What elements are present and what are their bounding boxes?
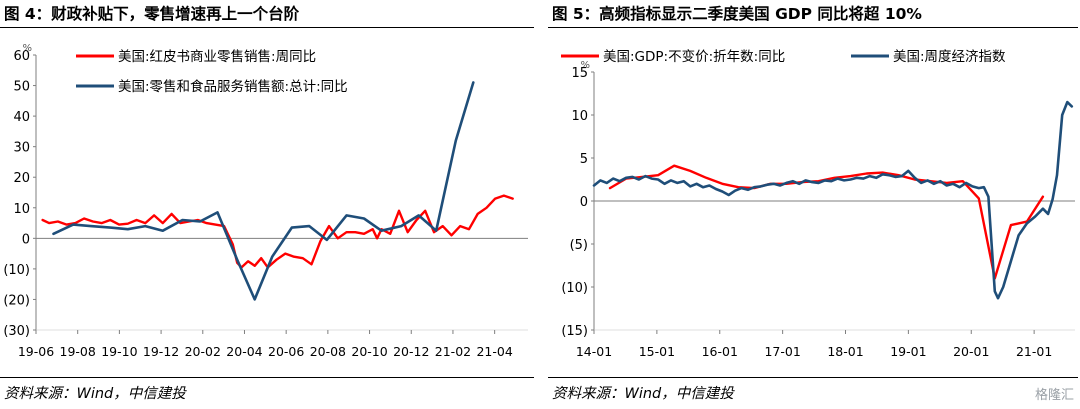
x-tick-label: 18-01 bbox=[827, 344, 863, 359]
left-panel-title: 图 4：财政补贴下，零售增速再上一个台阶 bbox=[4, 5, 300, 23]
right-title-rule bbox=[548, 27, 1078, 28]
x-tick-label: 16-01 bbox=[702, 344, 738, 359]
x-tick-label: 14-01 bbox=[576, 344, 612, 359]
x-tick-label: 20-12 bbox=[393, 344, 429, 359]
y-tick-label: 10 bbox=[571, 109, 588, 124]
left-title-rule bbox=[0, 27, 534, 28]
y-tick-label: 30 bbox=[13, 141, 30, 156]
right-source-rule bbox=[548, 377, 1078, 378]
x-tick-label: 21-02 bbox=[435, 344, 471, 359]
y-tick-label: (30) bbox=[3, 324, 30, 339]
y-tick-label: 10 bbox=[13, 202, 30, 217]
x-tick-label: 21-01 bbox=[1016, 344, 1052, 359]
x-tick-label: 20-10 bbox=[351, 344, 387, 359]
series-line-2 bbox=[52, 81, 475, 301]
legend-label-1: 美国:GDP:不变价:折年数:同比 bbox=[603, 49, 785, 65]
legend-label-1: 美国:红皮书商业零售销售:周同比 bbox=[118, 49, 316, 65]
y-tick-label: 40 bbox=[13, 110, 30, 125]
y-tick-label: (10) bbox=[3, 263, 30, 278]
x-tick-label: 19-06 bbox=[18, 344, 54, 359]
right-panel-title: 图 5：高频指标显示二季度美国 GDP 同比将超 10% bbox=[552, 5, 922, 23]
y-tick-label: (15) bbox=[561, 324, 588, 339]
y-tick-label: (20) bbox=[3, 293, 30, 308]
y-unit-label: % bbox=[580, 60, 590, 71]
y-tick-label: 60 bbox=[13, 49, 30, 64]
x-tick-label: 15-01 bbox=[639, 344, 675, 359]
x-tick-label: 20-04 bbox=[226, 344, 262, 359]
x-tick-label: 19-01 bbox=[890, 344, 926, 359]
y-tick-label: (5) bbox=[570, 238, 588, 253]
y-tick-label: 5 bbox=[580, 152, 588, 167]
legend-label-2: 美国:周度经济指数 bbox=[893, 49, 1006, 65]
y-tick-label: 50 bbox=[13, 80, 30, 95]
left-source-rule bbox=[0, 377, 534, 378]
left-chart: %60 50 40 30 20 10 0 (10) (20) (30) 19-06 19-08 19-1… bbox=[3, 43, 528, 359]
left-panel: 图 4：财政补贴下，零售增速再上一个台阶 % 60 50 40 30 20 10 0 (10) (… bbox=[0, 5, 534, 402]
x-tick-label: 17-01 bbox=[764, 344, 800, 359]
x-tick-label: 20-06 bbox=[268, 344, 304, 359]
x-tick-label: 20-01 bbox=[953, 344, 989, 359]
left-panel-source: 资料来源：Wind，中信建投 bbox=[4, 386, 186, 402]
x-tick-label: 19-08 bbox=[60, 344, 96, 359]
series-line-2 bbox=[592, 100, 1074, 300]
y-tick-label: (10) bbox=[561, 281, 588, 296]
x-tick-label: 20-08 bbox=[310, 344, 346, 359]
y-unit-label: % bbox=[22, 43, 32, 54]
x-tick-label: 19-10 bbox=[101, 344, 137, 359]
right-panel: 图 5：高频指标显示二季度美国 GDP 同比将超 10% % 15 10 5 0 (5) (… bbox=[548, 0, 1080, 409]
y-tick-label: 20 bbox=[13, 171, 30, 186]
x-tick-label: 19-12 bbox=[143, 344, 179, 359]
right-panel-source: 资料来源：Wind，中信建投 bbox=[552, 386, 734, 402]
x-tick-label: 20-02 bbox=[185, 344, 221, 359]
right-chart: %15 10 5 0 (5) (10) (15) 14-01 15-01 16-01 17-01 18… bbox=[561, 49, 1075, 359]
series-line-1 bbox=[41, 194, 514, 269]
y-tick-label: 0 bbox=[22, 232, 30, 247]
y-tick-label: 15 bbox=[571, 66, 588, 81]
watermark-logo: 格隆汇 bbox=[1034, 388, 1074, 403]
legend-label-2: 美国:零售和食品服务销售额:总计:同比 bbox=[118, 78, 348, 95]
x-tick-label: 21-04 bbox=[476, 344, 512, 359]
y-tick-label: 0 bbox=[580, 195, 588, 210]
